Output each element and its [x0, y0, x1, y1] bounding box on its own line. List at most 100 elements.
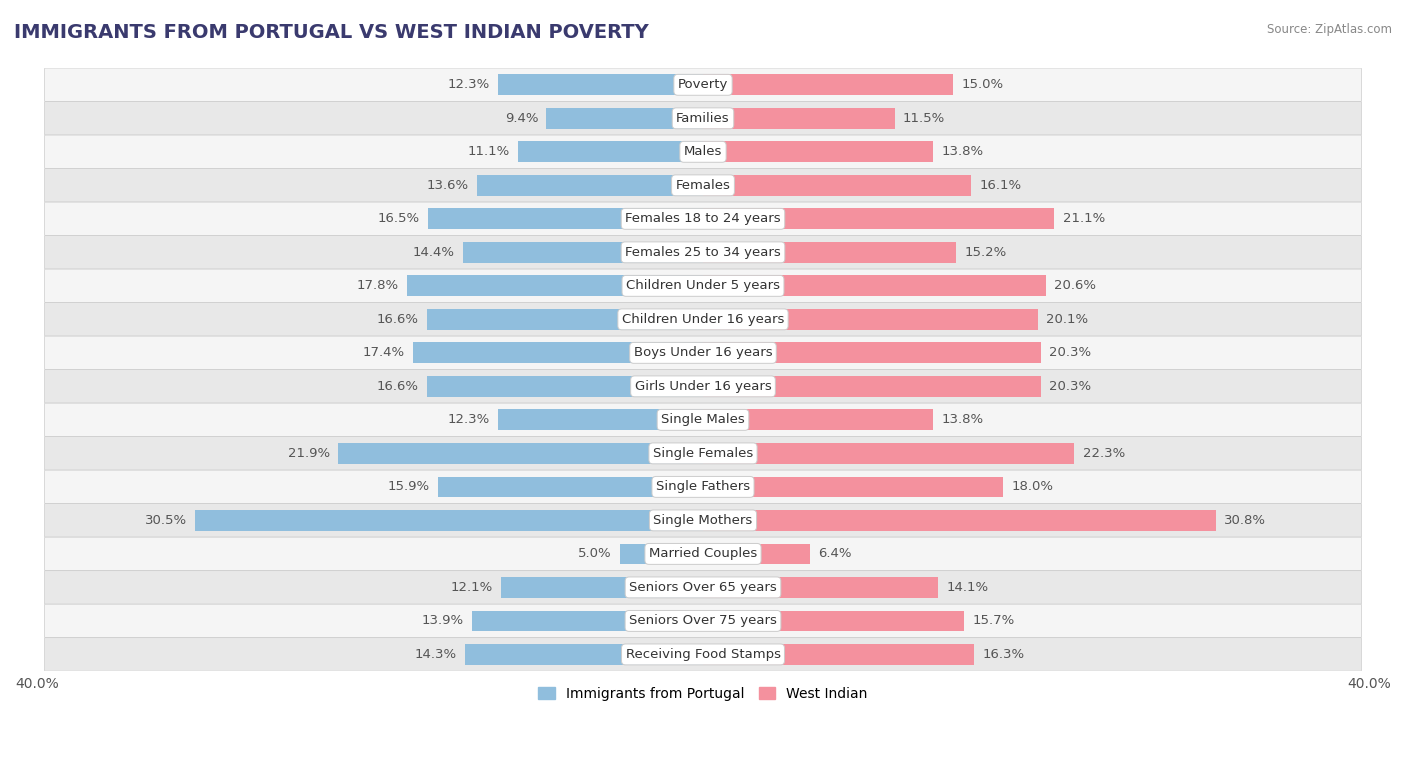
Text: 11.5%: 11.5% — [903, 112, 945, 125]
FancyBboxPatch shape — [45, 571, 1361, 604]
Bar — [477, 175, 703, 196]
Bar — [498, 409, 703, 431]
Bar — [703, 343, 1040, 363]
Text: 12.3%: 12.3% — [447, 413, 489, 427]
Bar — [703, 510, 1216, 531]
Text: 13.9%: 13.9% — [420, 615, 463, 628]
Text: Families: Families — [676, 112, 730, 125]
FancyBboxPatch shape — [45, 336, 1361, 370]
FancyBboxPatch shape — [45, 302, 1361, 336]
Bar — [426, 376, 703, 396]
Text: 16.6%: 16.6% — [377, 380, 418, 393]
Bar — [703, 477, 1002, 497]
Text: Source: ZipAtlas.com: Source: ZipAtlas.com — [1267, 23, 1392, 36]
FancyBboxPatch shape — [45, 604, 1361, 637]
FancyBboxPatch shape — [45, 135, 1361, 168]
Bar — [703, 275, 1046, 296]
Text: 9.4%: 9.4% — [505, 112, 538, 125]
FancyBboxPatch shape — [45, 437, 1361, 470]
Text: Single Fathers: Single Fathers — [657, 481, 749, 493]
FancyBboxPatch shape — [45, 202, 1361, 236]
Text: 22.3%: 22.3% — [1083, 447, 1125, 460]
Bar — [620, 543, 703, 564]
Text: 5.0%: 5.0% — [578, 547, 612, 560]
Bar — [547, 108, 703, 129]
Text: 17.8%: 17.8% — [356, 280, 398, 293]
Bar — [471, 610, 703, 631]
Text: 16.1%: 16.1% — [980, 179, 1022, 192]
Bar — [703, 208, 1054, 229]
Bar — [463, 242, 703, 263]
FancyBboxPatch shape — [45, 370, 1361, 403]
Text: Females 25 to 34 years: Females 25 to 34 years — [626, 246, 780, 258]
Text: Children Under 5 years: Children Under 5 years — [626, 280, 780, 293]
Text: Children Under 16 years: Children Under 16 years — [621, 313, 785, 326]
Text: 20.3%: 20.3% — [1049, 346, 1091, 359]
Text: 12.1%: 12.1% — [451, 581, 494, 594]
Bar — [703, 242, 956, 263]
Bar — [502, 577, 703, 598]
FancyBboxPatch shape — [45, 503, 1361, 537]
Text: 12.3%: 12.3% — [447, 78, 489, 91]
Bar — [703, 409, 932, 431]
FancyBboxPatch shape — [45, 102, 1361, 135]
Text: 20.6%: 20.6% — [1054, 280, 1097, 293]
Bar — [426, 309, 703, 330]
Bar — [465, 644, 703, 665]
Bar — [703, 309, 1038, 330]
Bar — [703, 610, 965, 631]
Bar — [703, 142, 932, 162]
Text: 20.3%: 20.3% — [1049, 380, 1091, 393]
Text: 13.8%: 13.8% — [941, 413, 983, 427]
FancyBboxPatch shape — [45, 236, 1361, 269]
Text: Seniors Over 65 years: Seniors Over 65 years — [628, 581, 778, 594]
Text: 11.1%: 11.1% — [468, 146, 510, 158]
Bar — [703, 644, 974, 665]
Bar — [439, 477, 703, 497]
Bar — [339, 443, 703, 464]
FancyBboxPatch shape — [45, 403, 1361, 437]
Text: 30.8%: 30.8% — [1225, 514, 1267, 527]
Text: 16.5%: 16.5% — [378, 212, 420, 225]
Text: Boys Under 16 years: Boys Under 16 years — [634, 346, 772, 359]
Text: Receiving Food Stamps: Receiving Food Stamps — [626, 648, 780, 661]
Text: Single Females: Single Females — [652, 447, 754, 460]
Text: 15.9%: 15.9% — [388, 481, 430, 493]
Text: Poverty: Poverty — [678, 78, 728, 91]
FancyBboxPatch shape — [45, 68, 1361, 102]
FancyBboxPatch shape — [45, 269, 1361, 302]
Bar — [703, 74, 953, 96]
Bar — [519, 142, 703, 162]
Text: Seniors Over 75 years: Seniors Over 75 years — [628, 615, 778, 628]
Text: 30.5%: 30.5% — [145, 514, 187, 527]
Text: 13.8%: 13.8% — [941, 146, 983, 158]
Bar — [429, 208, 703, 229]
FancyBboxPatch shape — [45, 470, 1361, 503]
Bar — [406, 275, 703, 296]
Legend: Immigrants from Portugal, West Indian: Immigrants from Portugal, West Indian — [533, 681, 873, 706]
Text: 17.4%: 17.4% — [363, 346, 405, 359]
Text: Females: Females — [675, 179, 731, 192]
Text: 16.3%: 16.3% — [983, 648, 1025, 661]
Text: 16.6%: 16.6% — [377, 313, 418, 326]
Text: 21.9%: 21.9% — [288, 447, 330, 460]
Text: 21.1%: 21.1% — [1063, 212, 1105, 225]
Bar — [703, 443, 1074, 464]
Bar — [498, 74, 703, 96]
Bar — [195, 510, 703, 531]
Bar — [413, 343, 703, 363]
Text: 20.1%: 20.1% — [1046, 313, 1088, 326]
Text: Married Couples: Married Couples — [650, 547, 756, 560]
FancyBboxPatch shape — [45, 537, 1361, 571]
Bar — [703, 543, 810, 564]
Text: 18.0%: 18.0% — [1011, 481, 1053, 493]
Bar — [703, 108, 894, 129]
Text: Females 18 to 24 years: Females 18 to 24 years — [626, 212, 780, 225]
Bar — [703, 577, 938, 598]
Text: 6.4%: 6.4% — [818, 547, 852, 560]
Bar — [703, 376, 1040, 396]
Text: Single Males: Single Males — [661, 413, 745, 427]
Text: IMMIGRANTS FROM PORTUGAL VS WEST INDIAN POVERTY: IMMIGRANTS FROM PORTUGAL VS WEST INDIAN … — [14, 23, 648, 42]
Text: 15.2%: 15.2% — [965, 246, 1007, 258]
Text: Males: Males — [683, 146, 723, 158]
